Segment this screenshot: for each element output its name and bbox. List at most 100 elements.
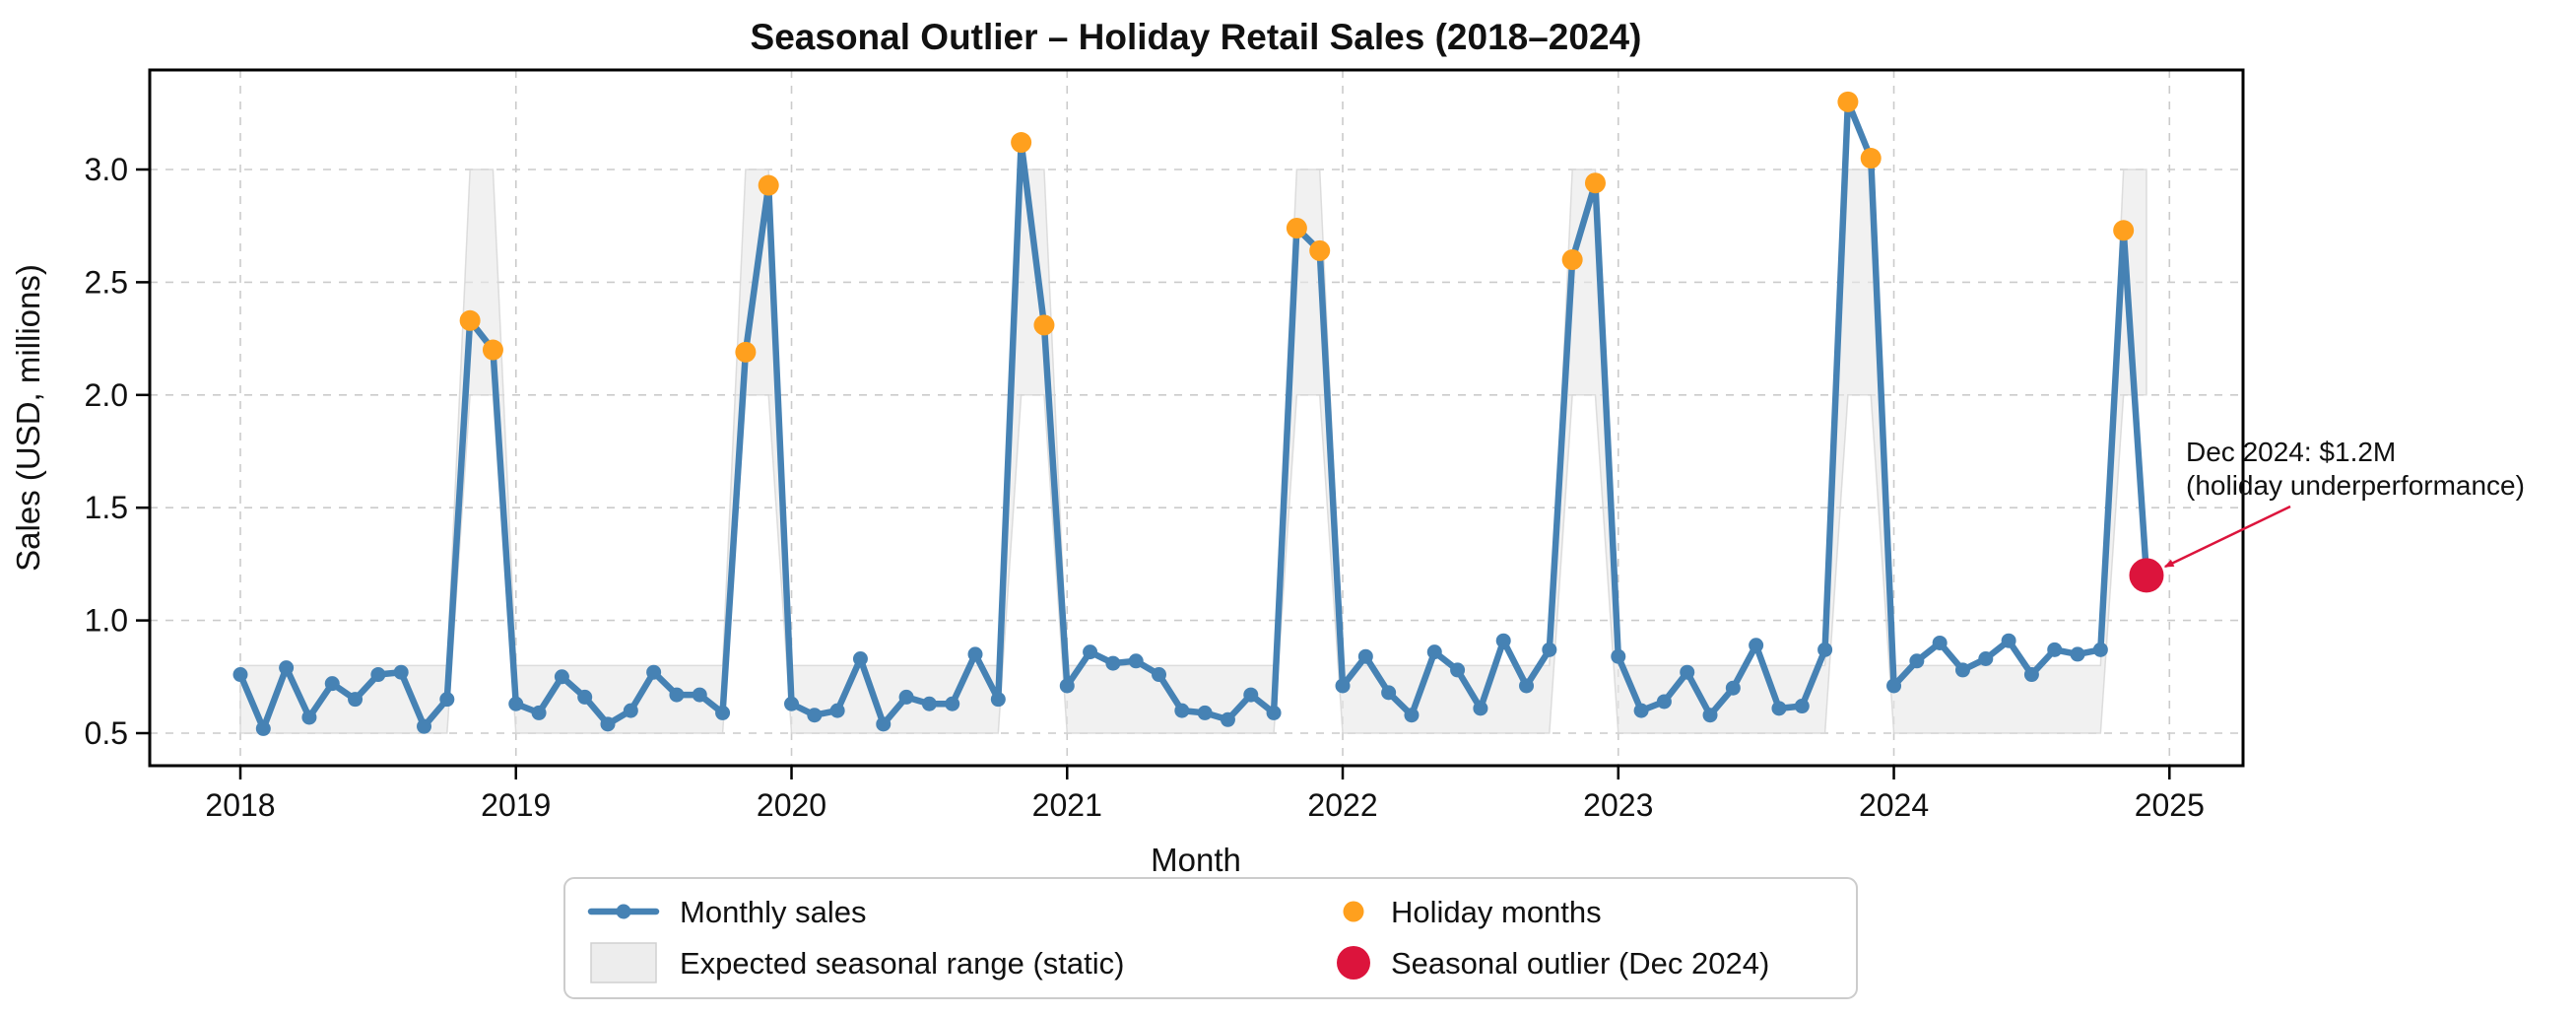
data-point-marker xyxy=(508,696,524,711)
data-point-marker xyxy=(301,710,317,725)
data-point-marker xyxy=(1152,667,1167,683)
data-point-marker xyxy=(417,718,432,734)
data-point-marker xyxy=(1932,635,1948,650)
data-point-marker xyxy=(2023,667,2039,683)
x-axis-label: Month xyxy=(1151,842,1241,878)
data-point-marker xyxy=(2001,633,2016,648)
data-point-marker xyxy=(829,703,845,718)
data-point-marker xyxy=(852,650,868,666)
axes: 2018 2019 2020 2021 2022 2023 2024 2025 0.5 1.0 1.… xyxy=(85,68,2245,823)
data-point-marker xyxy=(1128,653,1144,669)
data-point-marker xyxy=(1266,705,1282,720)
data-point-marker xyxy=(669,687,685,703)
annotation-arrow xyxy=(2163,505,2291,569)
data-point-marker xyxy=(531,705,547,720)
data-point-marker xyxy=(945,696,960,711)
data-point-marker xyxy=(1220,711,1235,727)
legend: Monthly sales Expected seasonal range (st… xyxy=(563,877,1858,999)
expected-range-band xyxy=(239,169,2147,734)
data-point-marker xyxy=(876,716,892,732)
x-tick-label: 2019 xyxy=(481,787,551,823)
data-point-marker xyxy=(577,689,593,705)
legend-holiday-swatch xyxy=(1343,901,1364,922)
data-point-marker xyxy=(1174,703,1190,718)
legend-item-label: Monthly sales xyxy=(680,895,867,929)
data-point-marker xyxy=(554,669,569,685)
annotation-line-1: Dec 2024: $1.2M xyxy=(2186,437,2396,467)
holiday-month-marker xyxy=(2113,220,2135,241)
holiday-month-marker xyxy=(482,339,503,361)
chart-title: Seasonal Outlier – Holiday Retail Sales … xyxy=(751,17,1642,57)
annotation-line-2: (holiday underperformance) xyxy=(2186,470,2525,501)
legend-item-label: Expected seasonal range (static) xyxy=(680,946,1124,981)
holiday-month-marker xyxy=(1584,172,1606,194)
outlier-annotation: Dec 2024: $1.2M (holiday underperformanc… xyxy=(2163,437,2525,569)
data-point-marker xyxy=(646,664,662,680)
data-point-marker xyxy=(1426,644,1442,660)
data-point-marker xyxy=(990,692,1006,708)
holiday-month-marker xyxy=(1286,217,1307,238)
legend-item-label: Seasonal outlier (Dec 2024) xyxy=(1391,946,1769,981)
data-point-marker xyxy=(1611,648,1626,664)
legend-item-label: Holiday months xyxy=(1391,895,1602,929)
data-point-marker xyxy=(1357,648,1373,664)
series-markers xyxy=(232,91,2164,736)
expected-range-band-group xyxy=(239,169,2147,734)
x-tick-label: 2025 xyxy=(2135,787,2205,823)
data-point-marker xyxy=(1909,653,1925,669)
data-point-marker xyxy=(1886,678,1902,694)
data-point-marker xyxy=(2047,642,2063,657)
holiday-month-marker xyxy=(758,174,779,196)
data-point-marker xyxy=(1702,708,1718,723)
x-tick-label: 2021 xyxy=(1032,787,1102,823)
x-tick-label: 2022 xyxy=(1307,787,1377,823)
legend-outlier-swatch xyxy=(1337,946,1370,980)
data-point-marker xyxy=(1381,685,1397,701)
y-tick-label: 1.0 xyxy=(85,603,128,639)
y-tick-label: 2.0 xyxy=(85,377,128,413)
data-point-marker xyxy=(1197,705,1213,720)
data-point-marker xyxy=(2070,646,2085,662)
data-point-marker xyxy=(1083,644,1098,660)
x-tick-label: 2018 xyxy=(205,787,275,823)
data-point-marker xyxy=(898,689,914,705)
holiday-month-marker xyxy=(1011,132,1032,154)
data-point-marker xyxy=(1105,655,1121,671)
data-point-marker xyxy=(348,692,363,708)
data-point-marker xyxy=(967,646,983,662)
plot-frame xyxy=(148,68,2245,768)
data-point-marker xyxy=(255,720,271,736)
data-point-marker xyxy=(232,667,248,683)
holiday-month-marker xyxy=(1033,314,1055,336)
data-point-marker xyxy=(1817,642,1833,657)
y-axis-label: Sales (USD, millions) xyxy=(10,264,46,572)
data-point-marker xyxy=(1450,662,1466,678)
data-point-marker xyxy=(1680,664,1695,680)
data-point-marker xyxy=(1725,680,1741,696)
data-point-marker xyxy=(1954,662,1970,678)
data-point-marker xyxy=(692,687,707,703)
data-point-marker xyxy=(1059,678,1075,694)
seasonal-outlier-marker xyxy=(2129,558,2164,593)
holiday-month-marker xyxy=(1837,91,1859,112)
x-tick-label: 2020 xyxy=(757,787,826,823)
data-point-marker xyxy=(1978,650,1994,666)
data-point-marker xyxy=(370,667,386,683)
data-point-marker xyxy=(715,705,731,720)
data-point-marker xyxy=(393,664,409,680)
holiday-month-marker xyxy=(735,341,757,363)
data-point-marker xyxy=(921,696,937,711)
x-tick-label: 2023 xyxy=(1583,787,1653,823)
holiday-month-marker xyxy=(459,309,481,331)
data-point-marker xyxy=(439,692,455,708)
data-point-marker xyxy=(1473,701,1488,716)
y-tick-label: 0.5 xyxy=(85,715,128,751)
data-point-marker xyxy=(1794,699,1810,714)
data-point-marker xyxy=(279,660,295,676)
data-point-marker xyxy=(1519,678,1535,694)
x-tick-label: 2024 xyxy=(1859,787,1929,823)
y-tick-label: 1.5 xyxy=(85,490,128,525)
data-point-marker xyxy=(1335,678,1351,694)
